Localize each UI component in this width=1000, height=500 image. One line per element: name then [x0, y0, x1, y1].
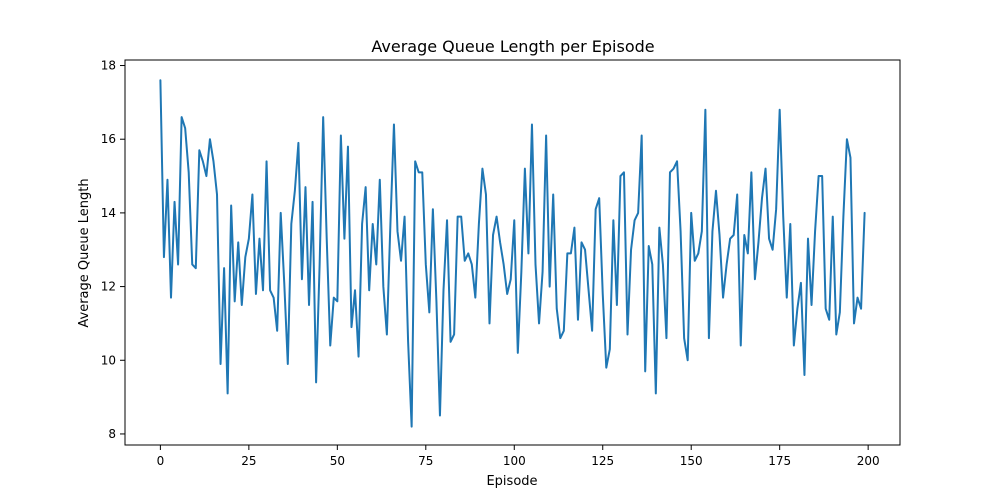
y-axis-label: Average Queue Length	[77, 178, 92, 327]
x-axis-label: Episode	[486, 474, 537, 489]
x-tick-label: 75	[418, 454, 433, 468]
x-tick-label: 150	[680, 454, 703, 468]
x-tick-label: 125	[591, 454, 614, 468]
x-axis: 0 25 50 75 100 125 150 175 200	[157, 445, 880, 468]
y-axis: 8 10 12 14 16 18	[101, 59, 125, 441]
x-tick-label: 200	[857, 454, 880, 468]
x-tick-label: 175	[768, 454, 791, 468]
y-tick-label: 12	[101, 280, 116, 294]
x-tick-label: 0	[157, 454, 165, 468]
series-line-average-queue-length	[159, 79, 866, 428]
plot-frame	[124, 59, 901, 446]
chart-title: Average Queue Length per Episode	[371, 37, 654, 56]
y-tick-label: 18	[101, 59, 116, 73]
x-tick-label: 25	[241, 454, 256, 468]
x-tick-label: 50	[330, 454, 345, 468]
y-tick-label: 10	[101, 353, 116, 367]
y-tick-label: 14	[101, 206, 116, 220]
plot-area	[124, 59, 901, 446]
x-tick-label: 100	[503, 454, 526, 468]
y-tick-label: 8	[108, 427, 116, 441]
y-tick-label: 16	[101, 132, 116, 146]
